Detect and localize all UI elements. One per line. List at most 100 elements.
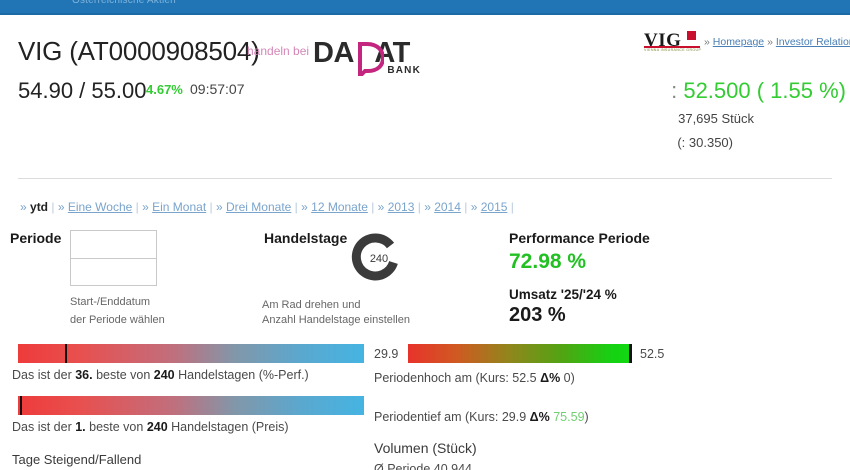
performance-periode-label: Performance Periode bbox=[509, 230, 650, 246]
periodentief-line: Periodentief am (Kurs: 29.9 Δ% 75.59) bbox=[374, 410, 589, 424]
period-nav-chevron-icon: » bbox=[215, 200, 226, 214]
rank1-total: 240 bbox=[153, 368, 175, 382]
vig-logo-mark-icon bbox=[687, 31, 696, 40]
rank2-total: 240 bbox=[146, 420, 168, 434]
breadcrumb-link-investor-relations[interactable]: Investor Relations bbox=[775, 36, 850, 48]
last-price-quote: : 52.500 ( 1.55 %) bbox=[671, 78, 846, 104]
periodenhoch-post: 0) bbox=[560, 371, 575, 385]
breadcrumb-link-homepage[interactable]: Homepage bbox=[712, 36, 765, 48]
periodenhoch-line: Periodenhoch am (Kurs: 52.5 Δ% 0) bbox=[374, 371, 575, 385]
quote-colon: : bbox=[671, 78, 678, 103]
vig-logo[interactable]: VIG VIENNA INSURANCE GROUP bbox=[644, 30, 702, 56]
range-low-label: 29.9 bbox=[374, 347, 399, 361]
dadat-bank-label: BANK bbox=[387, 65, 421, 76]
range-high-label: 52.5 bbox=[640, 347, 665, 361]
periode-label: Periode bbox=[10, 230, 62, 246]
period-nav-separator: | bbox=[48, 200, 58, 214]
rank-bar-price[interactable] bbox=[18, 396, 364, 415]
rank2-mid: beste von bbox=[85, 420, 147, 434]
period-nav-item-2015[interactable]: 2015 bbox=[480, 200, 508, 214]
rank1-post: Handelstagen (%-Perf.) bbox=[174, 368, 309, 382]
performance-periode-value: 72.98 % bbox=[509, 250, 587, 273]
period-nav-chevron-icon: » bbox=[142, 200, 153, 214]
handelstage-label: Handelstage bbox=[264, 230, 348, 246]
handelstage-dial[interactable]: 240 bbox=[350, 232, 402, 284]
period-nav-separator: | bbox=[132, 200, 143, 214]
breadcrumb: » Homepage » Investor Relations bbox=[704, 36, 850, 48]
dadat-bank-logo[interactable]: DADAT BANK bbox=[313, 37, 421, 77]
period-nav-chevron-icon: » bbox=[377, 200, 388, 214]
top-blue-bar: Österreichische Aktien bbox=[0, 0, 850, 15]
price-range-marker bbox=[629, 344, 632, 363]
dadat-wordmark: DADAT bbox=[313, 37, 410, 70]
umsatz-value: 203 % bbox=[509, 304, 566, 326]
price-range-bar[interactable] bbox=[408, 344, 630, 363]
period-nav-item-12-monate[interactable]: 12 Monate bbox=[311, 200, 368, 214]
period-nav-chevron-icon: » bbox=[470, 200, 481, 214]
volumen-label: Volumen (Stück) bbox=[374, 440, 477, 456]
vig-logo-text: VIG bbox=[644, 30, 682, 51]
period-nav-chevron-icon: » bbox=[424, 200, 435, 214]
period-nav-item-ein-monat[interactable]: Ein Monat bbox=[152, 200, 207, 214]
period-nav: » ytd | » Eine Woche | » Ein Monat | » D… bbox=[20, 200, 514, 214]
dadat-word-left: DA bbox=[313, 37, 354, 69]
period-nav-chevron-icon: » bbox=[57, 200, 68, 214]
quote-volume: 37,695 Stück bbox=[678, 111, 754, 126]
period-nav-chevron-icon: » bbox=[20, 200, 31, 214]
handelstage-value: 240 bbox=[369, 253, 389, 265]
periodentief-delta-value: 75.59 bbox=[553, 410, 585, 424]
period-nav-separator: | bbox=[291, 200, 302, 214]
rank-bar-performance-caption: Das ist der 36. beste von 240 Handelstag… bbox=[12, 368, 309, 382]
periodenhoch-delta-icon: Δ% bbox=[540, 371, 561, 385]
rank2-value: 1. bbox=[75, 420, 86, 434]
quote-value: 52.500 ( 1.55 %) bbox=[683, 78, 846, 103]
page-title: VIG (AT0000908504) bbox=[18, 36, 260, 66]
period-nav-item-ytd[interactable]: ytd bbox=[30, 200, 49, 214]
date-box-divider bbox=[71, 258, 156, 259]
period-nav-item-2013[interactable]: 2013 bbox=[387, 200, 415, 214]
intraday-change-pct: 4.67% bbox=[146, 82, 183, 97]
period-nav-separator: | bbox=[206, 200, 216, 214]
period-nav-separator: | bbox=[460, 200, 471, 214]
periodentief-pre: Periodentief am (Kurs: 29.9 bbox=[374, 410, 530, 424]
trade-with-label: handeln bei bbox=[247, 44, 310, 58]
umsatz-label: Umsatz '25/'24 % bbox=[509, 287, 617, 302]
breadcrumb-chevron-2-icon: » bbox=[767, 36, 773, 48]
rank1-mid: beste von bbox=[92, 368, 154, 382]
vig-logo-rule bbox=[644, 46, 700, 48]
period-nav-separator: | bbox=[414, 200, 425, 214]
dial-knob-icon bbox=[351, 233, 398, 281]
periodentief-post: ) bbox=[584, 410, 589, 424]
period-nav-chevron-icon: » bbox=[301, 200, 312, 214]
rank-bar-performance-marker bbox=[64, 344, 67, 363]
period-nav-item-2014[interactable]: 2014 bbox=[434, 200, 461, 214]
periodentief-delta-icon: Δ% bbox=[529, 410, 550, 424]
tage-steigend-fallend-label: Tage Steigend/Fallend bbox=[12, 452, 142, 467]
date-range-picker[interactable] bbox=[70, 230, 157, 286]
rank-bar-performance[interactable] bbox=[18, 344, 364, 363]
quote-timestamp: 09:57:07 bbox=[190, 81, 245, 97]
handelstage-caption-line2: Anzahl Handelstage einstellen bbox=[262, 314, 410, 326]
rank1-pre: Das ist der bbox=[12, 368, 76, 382]
rank1-value: 36. bbox=[75, 368, 93, 382]
rank2-pre: Das ist der bbox=[12, 420, 76, 434]
handelstage-caption-line1: Am Rad drehen und bbox=[262, 299, 361, 311]
period-nav-item-drei-monate[interactable]: Drei Monate bbox=[225, 200, 292, 214]
periode-caption-line2: der Periode wählen bbox=[70, 314, 165, 326]
breadcrumb-chevron-1-icon: » bbox=[704, 36, 710, 48]
header-divider bbox=[18, 178, 832, 179]
vig-logo-subtitle: VIENNA INSURANCE GROUP bbox=[644, 48, 702, 52]
start-date-input[interactable] bbox=[71, 231, 156, 258]
periodenhoch-pre: Periodenhoch am (Kurs: 52.5 bbox=[374, 371, 541, 385]
rank-bar-price-caption: Das ist der 1. beste von 240 Handelstage… bbox=[12, 420, 289, 434]
rank2-post: Handelstagen (Preis) bbox=[167, 420, 289, 434]
periode-caption-line1: Start-/Enddatum bbox=[70, 296, 151, 308]
period-nav-item-eine-woche[interactable]: Eine Woche bbox=[67, 200, 133, 214]
topbar-divider bbox=[0, 13, 850, 15]
period-nav-separator: | bbox=[367, 200, 378, 214]
bid-ask-prices: 54.90 / 55.00 bbox=[18, 78, 147, 103]
end-date-input[interactable] bbox=[71, 259, 156, 286]
quote-previous-volume: (: 30.350) bbox=[677, 135, 733, 150]
period-nav-separator: | bbox=[507, 200, 514, 214]
